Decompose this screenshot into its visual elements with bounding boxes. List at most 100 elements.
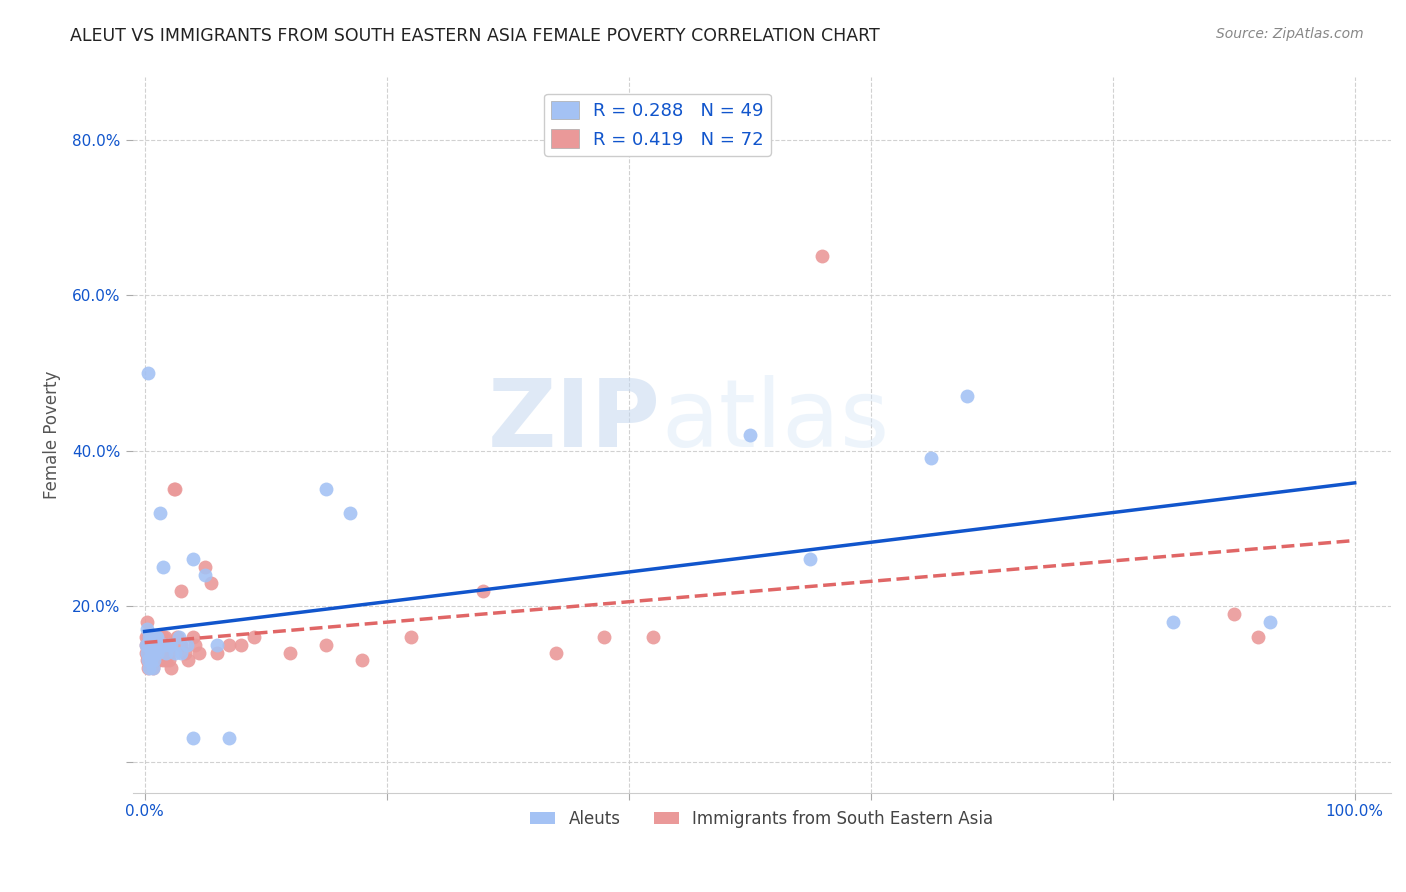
Point bbox=[170, 583, 193, 598]
Point bbox=[138, 661, 160, 675]
Point bbox=[181, 630, 204, 644]
Point bbox=[163, 646, 186, 660]
Point bbox=[145, 646, 167, 660]
Point bbox=[143, 653, 166, 667]
Point bbox=[176, 638, 198, 652]
Point bbox=[136, 638, 159, 652]
Point bbox=[155, 630, 177, 644]
Point bbox=[146, 638, 169, 652]
Point bbox=[593, 630, 616, 644]
Point bbox=[163, 483, 186, 497]
Point bbox=[142, 638, 165, 652]
Point bbox=[139, 630, 162, 644]
Point bbox=[207, 638, 229, 652]
Point bbox=[136, 638, 159, 652]
Point bbox=[399, 630, 422, 644]
Point bbox=[139, 653, 162, 667]
Point bbox=[139, 646, 162, 660]
Point bbox=[141, 630, 163, 644]
Point bbox=[136, 653, 159, 667]
Point bbox=[218, 638, 240, 652]
Point bbox=[138, 638, 160, 652]
Point bbox=[142, 661, 165, 675]
Point bbox=[1161, 615, 1184, 629]
Point bbox=[138, 646, 160, 660]
Point bbox=[143, 646, 166, 660]
Point bbox=[166, 630, 188, 644]
Text: ZIP: ZIP bbox=[488, 375, 661, 467]
Point bbox=[1258, 615, 1281, 629]
Point bbox=[135, 630, 157, 644]
Point bbox=[641, 630, 664, 644]
Point bbox=[152, 630, 174, 644]
Point bbox=[145, 630, 167, 644]
Point bbox=[136, 623, 159, 637]
Point bbox=[138, 638, 160, 652]
Legend: Aleuts, Immigrants from South Eastern Asia: Aleuts, Immigrants from South Eastern As… bbox=[523, 803, 1000, 834]
Point bbox=[141, 638, 163, 652]
Point bbox=[139, 646, 162, 660]
Point bbox=[149, 506, 172, 520]
Point bbox=[472, 583, 495, 598]
Point bbox=[157, 653, 180, 667]
Point bbox=[1222, 607, 1244, 621]
Point bbox=[811, 249, 834, 263]
Point bbox=[339, 506, 361, 520]
Point bbox=[148, 653, 170, 667]
Point bbox=[136, 653, 159, 667]
Point bbox=[141, 630, 163, 644]
Point bbox=[152, 653, 174, 667]
Point bbox=[139, 653, 162, 667]
Point bbox=[149, 630, 172, 644]
Point bbox=[156, 638, 179, 652]
Point bbox=[141, 653, 163, 667]
Point bbox=[136, 661, 159, 675]
Text: ALEUT VS IMMIGRANTS FROM SOUTH EASTERN ASIA FEMALE POVERTY CORRELATION CHART: ALEUT VS IMMIGRANTS FROM SOUTH EASTERN A… bbox=[70, 27, 880, 45]
Point bbox=[1247, 630, 1270, 644]
Point bbox=[139, 646, 162, 660]
Point bbox=[170, 638, 193, 652]
Point bbox=[157, 638, 180, 652]
Point bbox=[170, 646, 193, 660]
Point bbox=[315, 483, 337, 497]
Point bbox=[135, 646, 157, 660]
Point bbox=[352, 653, 374, 667]
Point bbox=[184, 638, 207, 652]
Point bbox=[188, 646, 211, 660]
Point bbox=[153, 646, 176, 660]
Point bbox=[207, 646, 229, 660]
Point bbox=[135, 638, 157, 652]
Point bbox=[181, 731, 204, 746]
Point bbox=[181, 552, 204, 566]
Point bbox=[146, 646, 169, 660]
Point bbox=[799, 552, 821, 566]
Point bbox=[143, 653, 166, 667]
Point bbox=[242, 630, 264, 644]
Point bbox=[200, 575, 222, 590]
Point bbox=[145, 653, 167, 667]
Point bbox=[194, 560, 217, 574]
Point bbox=[145, 638, 167, 652]
Text: atlas: atlas bbox=[661, 375, 890, 467]
Point bbox=[145, 646, 167, 660]
Text: Source: ZipAtlas.com: Source: ZipAtlas.com bbox=[1216, 27, 1364, 41]
Point bbox=[136, 653, 159, 667]
Point bbox=[167, 630, 190, 644]
Point bbox=[173, 646, 195, 660]
Point bbox=[136, 615, 159, 629]
Point bbox=[142, 638, 165, 652]
Point bbox=[278, 646, 301, 660]
Point bbox=[135, 638, 157, 652]
Point bbox=[956, 389, 979, 403]
Point bbox=[145, 630, 167, 644]
Point bbox=[155, 646, 177, 660]
Point bbox=[544, 646, 567, 660]
Point bbox=[142, 661, 165, 675]
Point bbox=[142, 646, 165, 660]
Point bbox=[141, 638, 163, 652]
Point bbox=[315, 638, 337, 652]
Point bbox=[136, 646, 159, 660]
Point bbox=[163, 483, 186, 497]
Point bbox=[138, 630, 160, 644]
Point bbox=[153, 638, 176, 652]
